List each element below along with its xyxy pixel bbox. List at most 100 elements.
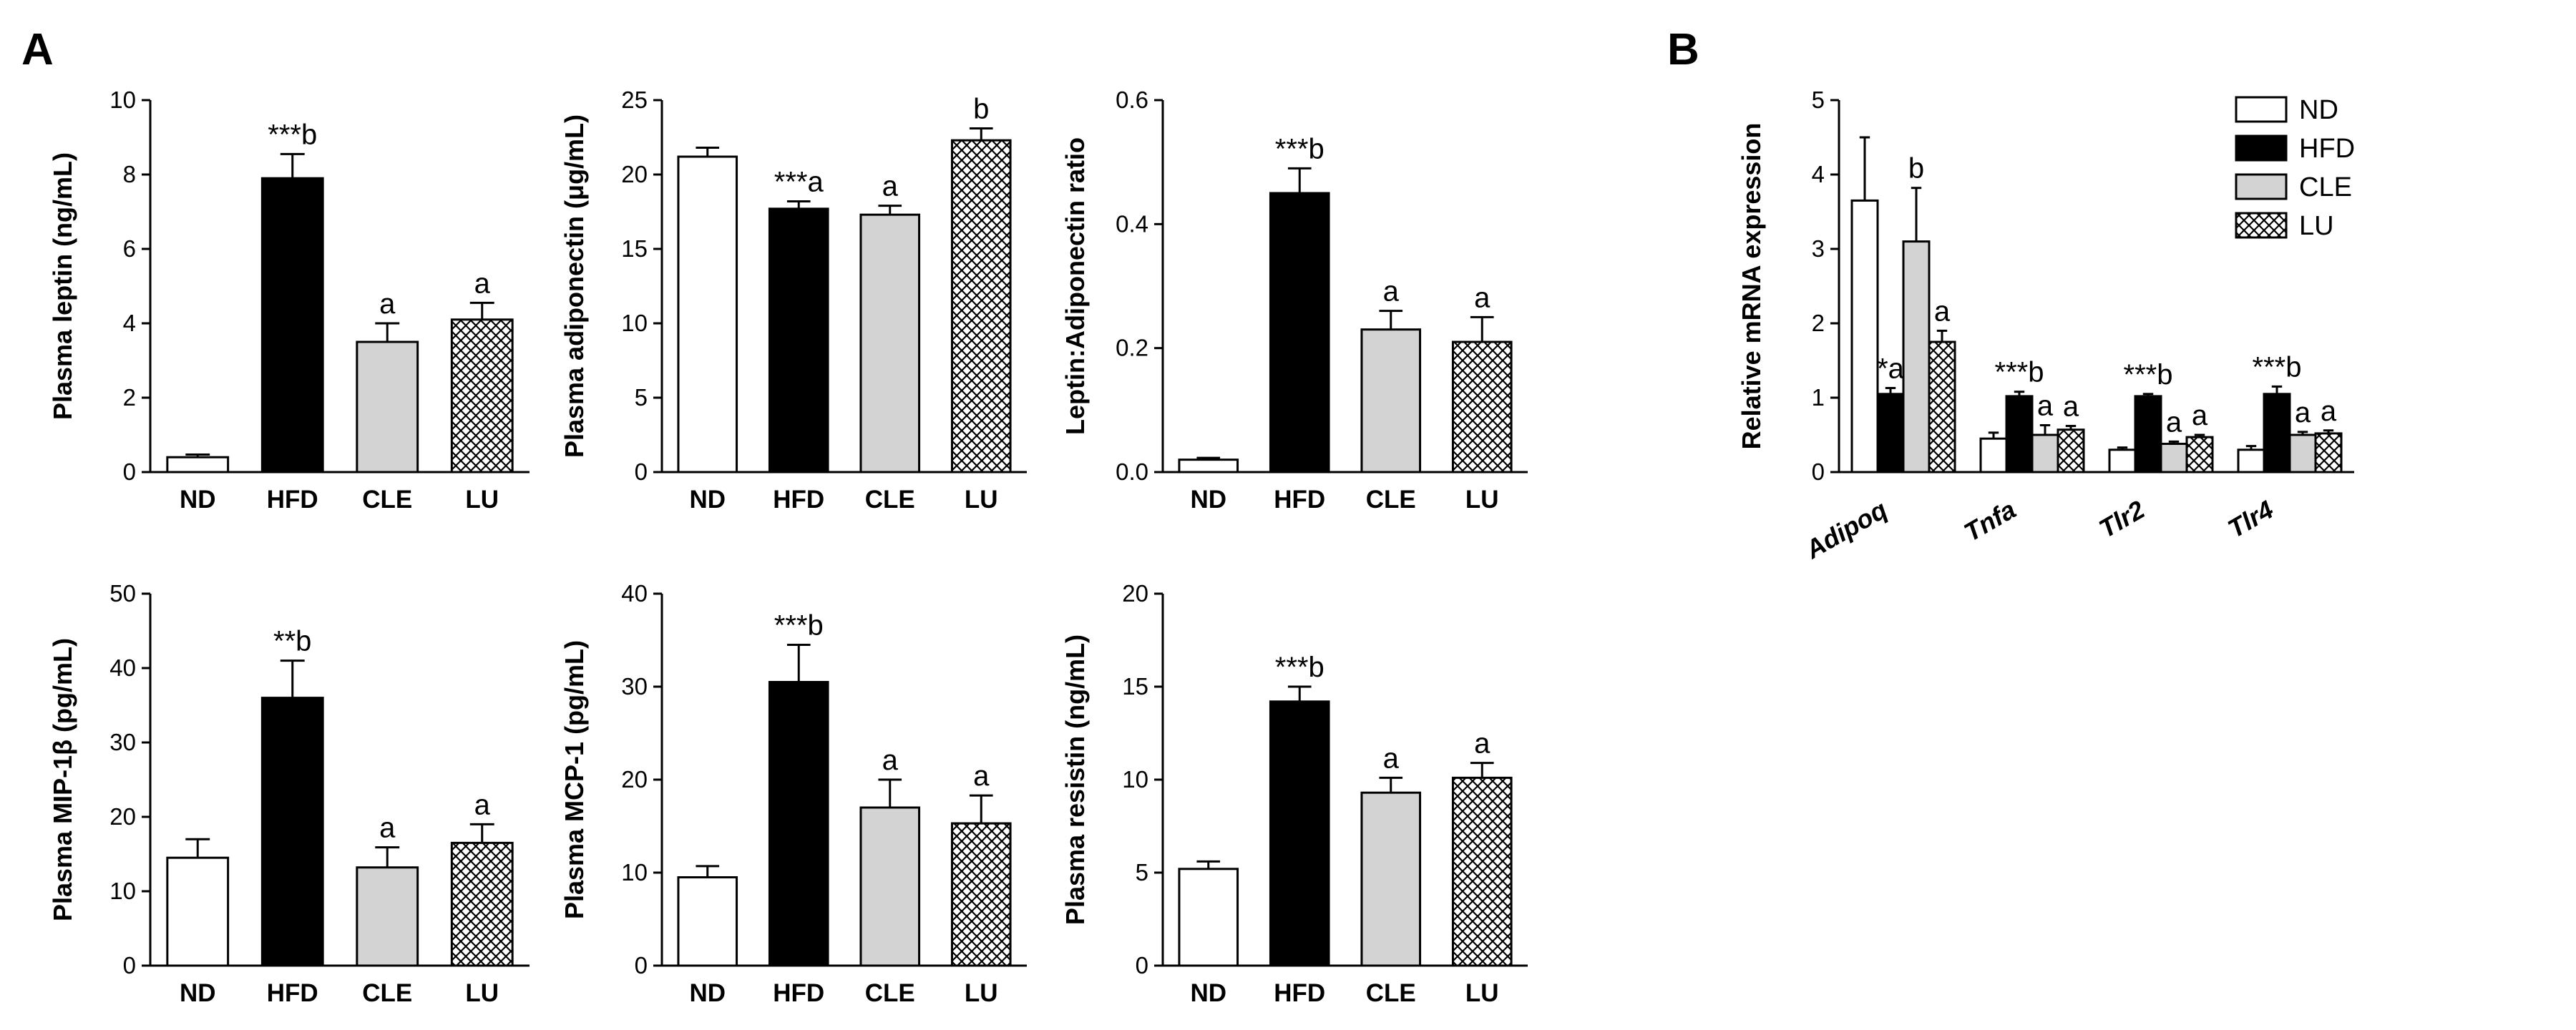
- chart-resistin: 0 5 10 15 20 Plasma resistin (ng/mL) ND ***b HFD…: [1060, 580, 1528, 1007]
- y-tick-label: 15: [621, 235, 648, 262]
- legend-swatch: [2235, 212, 2288, 239]
- y-tick-label: 0.0: [1116, 458, 1148, 485]
- bar: [356, 866, 419, 967]
- y-tick-label: 30: [621, 673, 648, 700]
- y-tick-label: 20: [109, 803, 136, 830]
- y-tick-label: 15: [1122, 673, 1148, 700]
- significance-label: ***b: [2253, 351, 2302, 383]
- significance-label: ***b: [1275, 133, 1324, 165]
- y-axis-title: Plasma MIP-1β (pg/mL): [48, 638, 77, 921]
- significance-label: b: [1908, 153, 1924, 185]
- panel-label-a: A: [21, 25, 54, 74]
- x-category-label: LU: [965, 979, 998, 1007]
- x-category-label: CLE: [865, 486, 915, 514]
- significance-label: a: [379, 288, 396, 320]
- bar: [1360, 791, 1422, 967]
- significance-label: a: [1383, 742, 1400, 774]
- legend-label: HFD: [2299, 134, 2355, 164]
- y-axis-title: Plasma MCP-1 (pg/mL): [560, 640, 589, 919]
- x-category-label: CLE: [1366, 486, 1416, 514]
- bar: [450, 841, 514, 967]
- y-tick-label: 5: [1812, 87, 1825, 113]
- x-category-label: CLE: [865, 979, 915, 1007]
- y-tick-label: 0: [1136, 952, 1148, 978]
- y-tick-label: 20: [621, 766, 648, 793]
- bar: [1876, 393, 1905, 474]
- legend-label: LU: [2299, 211, 2334, 241]
- bar: [2160, 442, 2188, 474]
- chart-mip1b: 0 10 20 30 40 50 Plasma MIP-1β (pg/mL) ND **b HFD…: [48, 580, 530, 1007]
- chart-mrna: 0 1 2 3 4 5 Relative mRNA expression *a b a Adipoq…: [1737, 87, 2355, 564]
- y-tick-label: 10: [109, 87, 136, 113]
- chart-ratio: 0.0 0.2 0.4 0.6 Leptin:Adiponectin ratio ND **…: [1060, 87, 1528, 514]
- x-category-label: HFD: [773, 486, 824, 514]
- bar: [1269, 192, 1330, 474]
- y-tick-label: 20: [621, 161, 648, 187]
- bar: [2288, 433, 2317, 474]
- y-tick-label: 0.6: [1116, 87, 1148, 113]
- significance-label: ***b: [2124, 359, 2173, 391]
- x-category-label: HFD: [1274, 979, 1325, 1007]
- bar: [2314, 432, 2343, 474]
- bar: [2031, 433, 2059, 474]
- y-axis-title: Relative mRNA expression: [1737, 123, 1766, 450]
- bar: [859, 806, 921, 967]
- y-tick-label: 50: [109, 580, 136, 607]
- x-category-label: ND: [689, 486, 726, 514]
- significance-label: a: [2192, 400, 2208, 431]
- x-category-label: LU: [1465, 979, 1499, 1007]
- y-tick-label: 8: [123, 161, 136, 187]
- chart-mcp1: 0 10 20 30 40 Plasma MCP-1 (pg/mL) ND ***b HFD a C…: [560, 580, 1027, 1007]
- bar: [166, 456, 230, 474]
- legend-label: CLE: [2299, 172, 2352, 202]
- x-category-label: Tlr2: [2094, 494, 2150, 544]
- y-tick-label: 5: [1136, 859, 1148, 886]
- y-tick-label: 20: [1122, 580, 1148, 607]
- bar: [2057, 428, 2085, 474]
- significance-label: a: [1474, 282, 1491, 313]
- y-tick-label: 2: [1812, 310, 1825, 336]
- x-category-label: HFD: [267, 979, 318, 1007]
- bar: [2237, 448, 2265, 474]
- x-category-label: ND: [1190, 979, 1226, 1007]
- x-category-label: ND: [180, 486, 216, 514]
- significance-label: *a: [1877, 353, 1905, 384]
- legend-label: ND: [2299, 95, 2338, 125]
- bar: [356, 340, 419, 474]
- x-category-label: CLE: [1366, 979, 1416, 1007]
- significance-label: ***b: [268, 119, 317, 150]
- significance-label: a: [2063, 391, 2079, 423]
- plots: 0 2 4 6 8 10 Plasma leptin (ng/mL) ND ***b HFD a CL…: [48, 87, 2355, 1007]
- y-tick-label: 4: [1812, 161, 1825, 187]
- x-category-label: LU: [465, 486, 499, 514]
- significance-label: a: [882, 745, 899, 776]
- y-tick-label: 10: [621, 310, 648, 336]
- y-tick-label: 2: [123, 384, 136, 411]
- significance-label: a: [2295, 397, 2311, 428]
- x-category-label: ND: [689, 979, 726, 1007]
- legend-swatch: [2235, 96, 2288, 123]
- significance-label: a: [2321, 396, 2337, 427]
- x-category-label: LU: [965, 486, 998, 514]
- y-tick-label: 6: [123, 235, 136, 262]
- y-axis-title: Plasma adiponectin (μg/mL): [560, 114, 589, 458]
- bar: [677, 876, 738, 967]
- significance-label: a: [973, 760, 990, 792]
- y-tick-label: 10: [109, 878, 136, 904]
- y-axis-title: Plasma leptin (ng/mL): [48, 152, 77, 420]
- bar: [450, 318, 514, 474]
- y-tick-label: 0: [1812, 458, 1825, 485]
- bar: [859, 213, 921, 474]
- y-tick-label: 0: [123, 952, 136, 978]
- x-category-label: LU: [1465, 486, 1499, 514]
- bar: [260, 697, 324, 967]
- significance-label: **b: [273, 626, 311, 657]
- bar: [2108, 448, 2137, 474]
- bar: [1178, 458, 1239, 474]
- x-category-label: ND: [1190, 486, 1226, 514]
- significance-label: a: [1474, 728, 1491, 760]
- bar: [2263, 393, 2291, 474]
- bar: [1850, 199, 1879, 474]
- x-category-label: CLE: [362, 486, 412, 514]
